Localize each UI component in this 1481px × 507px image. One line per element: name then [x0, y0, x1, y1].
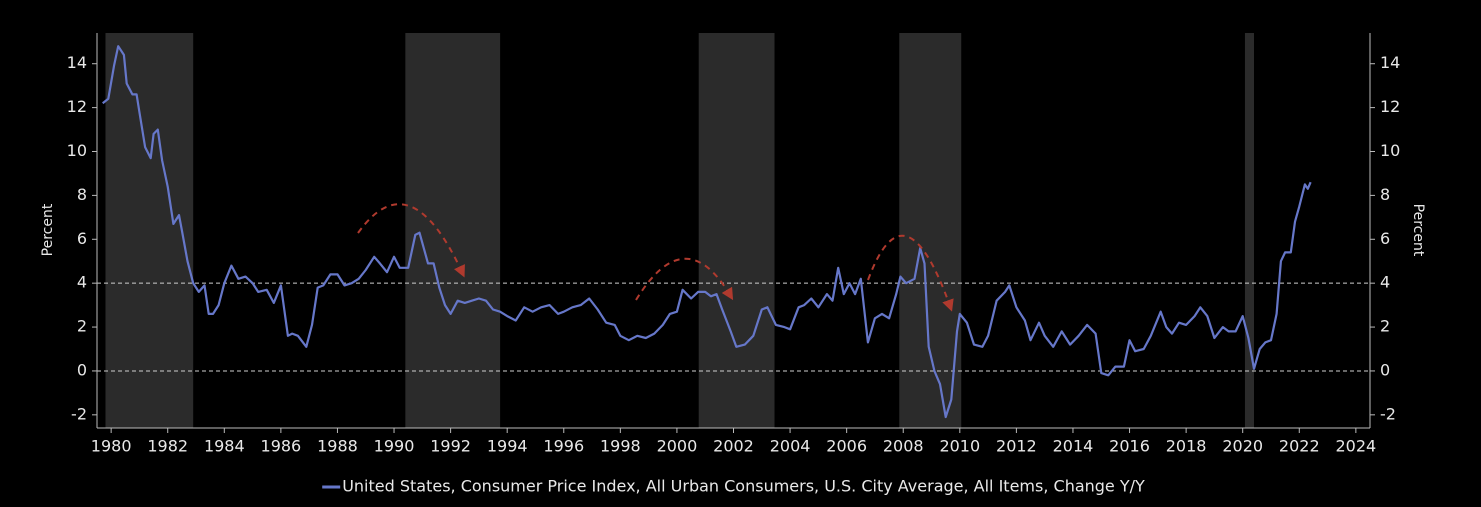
y-tick-label: 2 — [77, 317, 87, 336]
x-tick-label: 2012 — [996, 437, 1037, 456]
trend-arrow — [867, 234, 954, 312]
y2-tick-label: 4 — [1380, 273, 1390, 292]
x-tick-label: 1996 — [543, 437, 584, 456]
x-tick-label: 2008 — [883, 437, 924, 456]
x-tick-label: 1990 — [374, 437, 415, 456]
y-tick-label: 12 — [67, 97, 87, 116]
x-tick-label: 2014 — [1053, 437, 1094, 456]
y2-tick-label: 14 — [1380, 53, 1400, 72]
y2-axis-label: Percent — [1410, 204, 1426, 257]
y2-tick-label: -2 — [1380, 404, 1396, 423]
x-tick-label: 2016 — [1109, 437, 1150, 456]
axes: -2 0 2 4 6 8 10 12 14 -2 0 2 4 6 8 10 12 14 1980 1982 1984 19… — [67, 33, 1400, 456]
recession-band — [698, 33, 775, 428]
recession-band — [1244, 33, 1255, 428]
x-tick-label: 1994 — [487, 437, 528, 456]
y-axis-label: Percent — [40, 203, 56, 256]
y2-tick-label: 10 — [1380, 141, 1400, 160]
y-tick-label: 14 — [67, 53, 87, 72]
y2-tick-label: 2 — [1380, 317, 1390, 336]
reference-lines — [97, 282, 1370, 372]
y2-tick-label: 0 — [1380, 360, 1390, 379]
x-tick-label: 1998 — [600, 437, 641, 456]
cpi-line — [102, 45, 1312, 419]
recession-band — [899, 33, 962, 428]
y-tick-label: 4 — [77, 273, 87, 292]
x-tick-label: 2022 — [1279, 437, 1320, 456]
y-tick-label: 0 — [77, 360, 87, 379]
x-tick-label: 1980 — [91, 437, 132, 456]
recession-band — [105, 33, 194, 428]
x-tick-label: 2010 — [939, 437, 980, 456]
y-tick-label: 10 — [67, 141, 87, 160]
x-tick-label: 2006 — [826, 437, 867, 456]
x-tick-label: 2002 — [713, 437, 754, 456]
x-tick-label: 1986 — [261, 437, 302, 456]
x-tick-label: 2020 — [1222, 437, 1263, 456]
y2-tick-label: 6 — [1380, 229, 1390, 248]
x-tick-label: 2024 — [1335, 437, 1376, 456]
y-tick-label: -2 — [71, 404, 87, 423]
trend-arrow — [357, 203, 465, 278]
y2-tick-label: 12 — [1380, 97, 1400, 116]
x-tick-label: 1982 — [147, 437, 188, 456]
y-tick-label: 8 — [77, 185, 87, 204]
x-tick-label: 2000 — [657, 437, 698, 456]
recession-bands — [105, 33, 1255, 428]
x-tick-label: 2004 — [770, 437, 811, 456]
recession-band — [405, 33, 501, 428]
x-tick-label: 1992 — [430, 437, 471, 456]
legend-label: United States, Consumer Price Index, All… — [342, 477, 1145, 496]
x-tick-label: 2018 — [1166, 437, 1207, 456]
x-tick-label: 1988 — [317, 437, 358, 456]
y2-tick-label: 8 — [1380, 185, 1390, 204]
y-tick-label: 6 — [77, 229, 87, 248]
x-tick-label: 1984 — [204, 437, 245, 456]
plot — [102, 45, 1312, 419]
